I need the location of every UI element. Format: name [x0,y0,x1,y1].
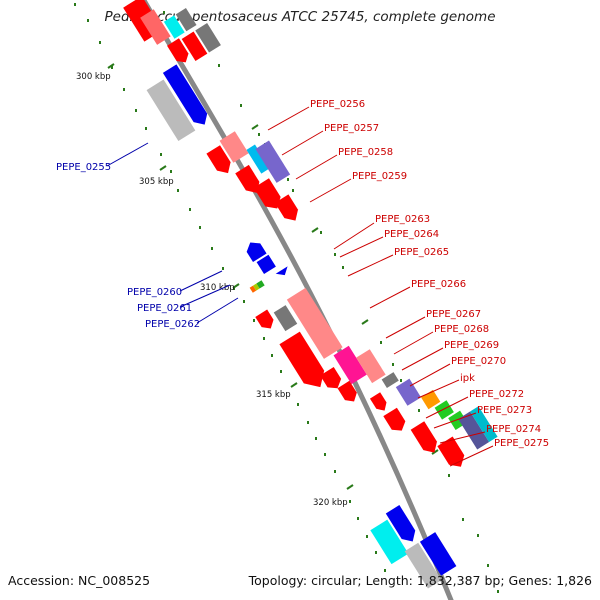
cds-forward[interactable] [369,392,390,414]
reverse-label-lines [106,142,239,324]
cds-forward[interactable] [206,145,234,177]
cds-forward[interactable] [253,178,285,213]
cds-forward[interactable] [246,144,270,174]
gene-label-forward[interactable]: PEPE_0273 [477,405,532,416]
scale-dots [74,3,499,593]
cds-forward[interactable] [381,372,399,388]
cds-forward[interactable] [195,23,221,53]
gene-label-reverse[interactable]: PEPE_0255 [56,162,111,173]
gene-label-reverse[interactable]: PEPE_0261 [137,303,192,314]
gene-label-forward[interactable]: PEPE_0267 [426,309,481,320]
kbp-label: 310 kbp [200,283,235,293]
gene-label-forward[interactable]: PEPE_0259 [352,171,407,182]
cds-forward[interactable] [235,164,263,197]
kbp-label: 315 kbp [256,390,291,400]
cds-reverse[interactable] [370,519,409,565]
cds-forward[interactable] [279,331,330,394]
cds-reverse[interactable] [419,532,457,576]
cds-forward[interactable] [410,421,442,457]
gene-label-reverse[interactable]: PEPE_0262 [145,319,200,330]
gene-label-forward[interactable]: PEPE_0258 [338,147,393,158]
cds-forward[interactable] [163,15,185,39]
cds-reverse[interactable] [243,238,267,263]
gene-label-forward[interactable]: PEPE_0274 [486,424,541,435]
forward-label-lines [267,106,494,467]
cds-forward[interactable] [434,400,454,420]
gene-label-forward[interactable]: PEPE_0263 [375,214,430,225]
cds-forward[interactable] [255,309,276,333]
gene-label-forward[interactable]: PEPE_0270 [451,356,506,367]
cds-reverse[interactable] [249,285,257,293]
gene-label-forward[interactable]: PEPE_0266 [411,279,466,290]
cds-forward[interactable] [274,194,302,225]
cds-reverse[interactable] [162,64,212,128]
gene-label-forward[interactable]: PEPE_0265 [394,247,449,258]
cds-forward[interactable] [255,140,291,183]
accession-label: Accession: NC_008525 [8,573,151,588]
cds-forward[interactable] [395,378,422,406]
cds-forward[interactable] [286,287,343,359]
kbp-labels: 300 kbp 305 kbp 310 kbp 315 kbp 320 kbp [76,72,348,508]
cds-forward[interactable] [333,345,367,385]
cds-forward[interactable] [383,407,408,435]
cds-reverse[interactable] [275,266,291,279]
cds-forward[interactable] [470,406,498,443]
gene-label-forward[interactable]: PEPE_0264 [384,229,439,240]
cds-forward[interactable] [219,131,249,163]
cds-forward[interactable] [458,411,490,450]
cds-forward[interactable] [320,366,344,392]
cds-forward[interactable] [181,31,208,61]
gene-label-forward[interactable]: PEPE_0268 [434,324,489,335]
kbp-label: 300 kbp [76,72,111,82]
gene-label-forward[interactable]: PEPE_0272 [469,389,524,400]
kbp-label: 305 kbp [139,177,174,187]
kbp-label: 320 kbp [313,498,348,508]
cds-forward[interactable] [356,349,386,384]
genome-summary: Topology: circular; Length: 1,832,387 bp… [248,573,592,588]
cds-reverse[interactable] [146,79,196,142]
cds-forward[interactable] [437,436,468,472]
gene-label-forward[interactable]: PEPE_0256 [310,99,365,110]
cds-reverse[interactable] [404,542,442,589]
cds-reverse[interactable] [256,280,265,289]
forward-labels: PEPE_0256 PEPE_0257 PEPE_0258 PEPE_0259 … [310,99,549,449]
reverse-labels: PEPE_0255 PEPE_0260 PEPE_0261 PEPE_0262 [56,162,200,330]
gene-label-forward[interactable]: PEPE_0269 [444,340,499,351]
cds-reverse[interactable] [253,283,260,291]
map-title: Pediococcus pentosaceus ATCC 25745, comp… [104,9,496,25]
cds-reverse[interactable] [385,505,420,546]
gene-label-forward[interactable]: PEPE_0257 [324,123,379,134]
cds-forward[interactable] [167,38,192,66]
cds-forward[interactable] [140,9,171,45]
cds-forward[interactable] [337,380,360,405]
cds-reverse[interactable] [256,254,276,274]
gene-label-forward[interactable]: ipk [460,373,475,384]
cds-forward[interactable] [175,7,197,32]
forward-strand-genes [140,7,498,472]
gene-label-reverse[interactable]: PEPE_0260 [127,287,182,298]
major-ticks [107,63,439,490]
cds-forward[interactable] [273,305,298,332]
gene-label-forward[interactable]: PEPE_0275 [494,438,549,449]
